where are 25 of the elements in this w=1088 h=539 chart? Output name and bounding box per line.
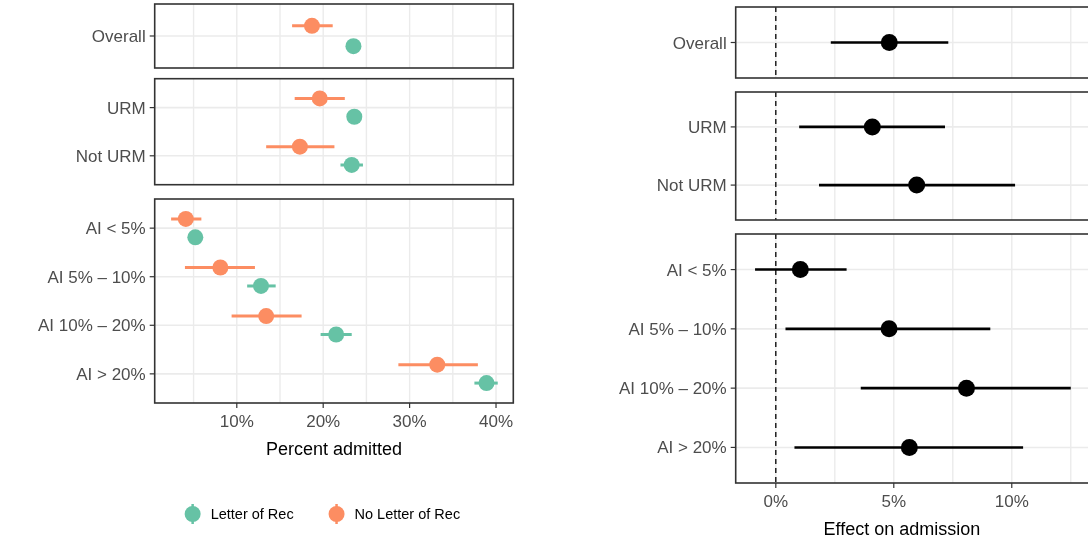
x-tick-label: 30% [392, 412, 427, 431]
legend-label: Letter of Rec [210, 506, 294, 522]
x-axis-title: Percent admitted [265, 439, 403, 459]
legend-label: No Letter of Rec [354, 506, 461, 522]
y-tick-label: URM [106, 98, 146, 118]
y-tick-label: AI 5% – 10% [628, 319, 727, 339]
y-tick-label: Not URM [75, 146, 146, 166]
y-tick-label: Overall [91, 27, 146, 46]
y-tick-label: Not URM [656, 176, 727, 196]
x-tick-label: 5% [881, 492, 907, 511]
x-tick-label: 20% [306, 412, 341, 431]
x-tick-label: 40% [479, 412, 514, 431]
y-tick-label: URM [687, 117, 727, 137]
y-tick-label: Overall [672, 33, 727, 53]
x-tick-label: 10% [219, 412, 254, 431]
y-tick-label: AI 10% – 20% [37, 316, 146, 336]
x-tick-label: 0% [763, 492, 789, 511]
x-tick-label: 10% [994, 492, 1029, 511]
y-tick-label: AI < 5% [666, 260, 727, 280]
x-axis-title: Effect on admission [823, 519, 981, 539]
y-tick-label: AI > 20% [657, 438, 727, 458]
y-tick-label: AI < 5% [85, 219, 146, 239]
y-tick-label: AI > 20% [76, 364, 146, 384]
y-tick-label: AI 5% – 10% [47, 267, 146, 287]
y-tick-label: AI 10% – 20% [618, 379, 727, 399]
